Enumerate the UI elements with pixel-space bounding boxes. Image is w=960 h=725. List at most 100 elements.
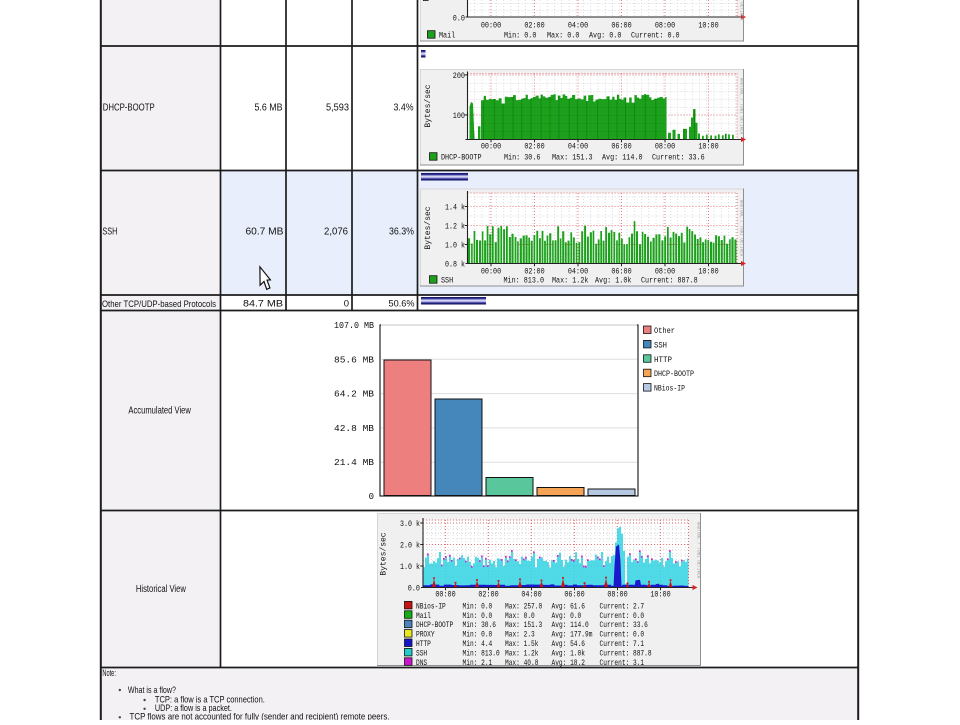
svg-text:Avg: 18.2: Avg: 18.2	[552, 660, 586, 668]
svg-text:0.0: 0.0	[408, 584, 420, 594]
svg-text:SSH: SSH	[416, 650, 427, 658]
svg-text:Min: 2.1: Min: 2.1	[463, 660, 493, 668]
svg-text:NBios-IP: NBios-IP	[654, 384, 685, 394]
svg-text:06:00: 06:00	[611, 268, 631, 277]
svg-text:NBios-IP: NBios-IP	[416, 603, 446, 611]
svg-text:04:00: 04:00	[521, 591, 541, 600]
svg-text:Current: 33.6: Current: 33.6	[652, 154, 705, 163]
svg-text:3.0 k: 3.0 k	[400, 519, 420, 529]
svg-text:107.0 MB: 107.0 MB	[334, 321, 375, 331]
svg-text:Current: 7.1: Current: 7.1	[600, 641, 645, 649]
svg-text:100: 100	[453, 111, 465, 121]
svg-text:Accumulated View: Accumulated View	[128, 406, 191, 417]
svg-text:02:00: 02:00	[524, 143, 544, 152]
svg-text:Max: 151.3: Max: 151.3	[505, 622, 542, 630]
svg-text:85.6 MB: 85.6 MB	[334, 355, 375, 365]
svg-text:0.0: 0.0	[453, 14, 465, 24]
svg-text:00:00: 00:00	[481, 268, 501, 277]
svg-text:00:00: 00:00	[481, 143, 501, 152]
svg-text:10:00: 10:00	[698, 22, 718, 31]
svg-text:Current: 887.8: Current: 887.8	[641, 277, 698, 286]
svg-text:Max: 0.0: Max: 0.0	[505, 613, 535, 621]
svg-text:00:00: 00:00	[481, 22, 501, 31]
svg-text:Bytes/sec: Bytes/sec	[424, 84, 433, 127]
svg-text:Min: 0.0: Min: 0.0	[463, 603, 493, 611]
svg-text:1.0 k: 1.0 k	[445, 241, 465, 251]
svg-text:SSH: SSH	[102, 227, 117, 238]
svg-text:50.6%: 50.6%	[389, 298, 416, 309]
svg-text:00:00: 00:00	[435, 591, 455, 600]
svg-text:RRDTOOL / TOBI OETIKER: RRDTOOL / TOBI OETIKER	[696, 522, 701, 579]
svg-text:Other TCP/UDP-based Protocols: Other TCP/UDP-based Protocols	[102, 299, 216, 310]
svg-text:200: 200	[453, 71, 465, 81]
svg-text:TCP flows are not accounted fo: TCP flows are not accounted for fully (s…	[130, 712, 390, 720]
svg-text:10:00: 10:00	[698, 143, 718, 152]
svg-text:Max: 257.0: Max: 257.0	[505, 603, 542, 611]
svg-text:08:00: 08:00	[655, 22, 675, 31]
svg-text:42.8 MB: 42.8 MB	[334, 424, 375, 434]
svg-text:SSH: SSH	[441, 277, 453, 286]
svg-text:1.2 k: 1.2 k	[445, 222, 465, 232]
svg-text:5,593: 5,593	[326, 103, 349, 114]
svg-text:HTTP: HTTP	[416, 641, 431, 649]
svg-text:08:00: 08:00	[607, 591, 627, 600]
svg-text:Avg: 1.0k: Avg: 1.0k	[595, 276, 632, 286]
svg-text:Current: 3.1: Current: 3.1	[600, 660, 645, 668]
svg-text:DHCP-BOOTP: DHCP-BOOTP	[103, 103, 155, 114]
svg-text:DNS: DNS	[416, 660, 427, 668]
svg-text:64.2 MB: 64.2 MB	[334, 390, 375, 400]
svg-text:DHCP-BOOTP: DHCP-BOOTP	[654, 369, 694, 379]
svg-text:Max: 0.0: Max: 0.0	[547, 32, 579, 41]
svg-text:08:00: 08:00	[655, 143, 675, 152]
svg-text:Bytes/sec: Bytes/sec	[423, 0, 432, 2]
svg-text:Max: 2.3: Max: 2.3	[505, 632, 535, 640]
svg-text:Avg: 114.0: Avg: 114.0	[602, 154, 643, 163]
svg-text:Min: 0.0: Min: 0.0	[504, 31, 536, 41]
svg-text:04:00: 04:00	[568, 22, 588, 31]
svg-text:Max: 151.3: Max: 151.3	[552, 154, 593, 163]
svg-text:Current: 0.0: Current: 0.0	[631, 32, 680, 41]
svg-text:1.0 k: 1.0 k	[400, 562, 420, 572]
svg-text:3.4%: 3.4%	[394, 103, 414, 114]
svg-text:RRDTOOL / TOBI OETIKER: RRDTOOL / TOBI OETIKER	[739, 78, 744, 135]
svg-text:02:00: 02:00	[524, 22, 544, 31]
svg-text:Max: 1.2k: Max: 1.2k	[552, 276, 589, 286]
svg-text:HTTP: HTTP	[654, 355, 672, 365]
svg-text:60.7 MB: 60.7 MB	[246, 227, 284, 238]
svg-text:06:00: 06:00	[611, 143, 631, 152]
svg-text:SSH: SSH	[654, 340, 667, 350]
svg-text:10:00: 10:00	[698, 268, 718, 277]
svg-text:PROXY: PROXY	[416, 632, 435, 640]
svg-text:Current: 0.0: Current: 0.0	[600, 613, 645, 621]
svg-text:Min: 30.6: Min: 30.6	[463, 622, 497, 630]
svg-text:02:00: 02:00	[478, 591, 498, 600]
svg-text:Mail: Mail	[439, 31, 455, 41]
svg-text:36.3%: 36.3%	[389, 227, 414, 238]
svg-text:Note:: Note:	[102, 668, 116, 678]
svg-text:Current: 33.6: Current: 33.6	[600, 622, 649, 630]
svg-text:Max: 1.5k: Max: 1.5k	[505, 641, 539, 649]
svg-text:Min: 30.6: Min: 30.6	[504, 153, 541, 163]
svg-text:0.8 k: 0.8 k	[445, 260, 465, 270]
svg-text:02:00: 02:00	[524, 268, 544, 277]
svg-text:Current: 0.0: Current: 0.0	[600, 632, 645, 640]
svg-text:Current: 887.8: Current: 887.8	[600, 650, 652, 658]
svg-text:TCP: a flow is a TCP connectio: TCP: a flow is a TCP connection.	[155, 695, 265, 705]
svg-text:04:00: 04:00	[568, 268, 588, 277]
svg-text:Max: 1.2k: Max: 1.2k	[505, 650, 539, 658]
svg-text:08:00: 08:00	[655, 268, 675, 277]
svg-text:Mail: Mail	[416, 613, 431, 621]
svg-text:What is a flow?: What is a flow?	[128, 685, 176, 695]
svg-text:0: 0	[369, 492, 374, 502]
svg-text:UDP: a flow is a packet.: UDP: a flow is a packet.	[155, 703, 232, 713]
svg-text:Avg: 0.0: Avg: 0.0	[552, 613, 582, 621]
svg-text:Avg: 114.0: Avg: 114.0	[552, 622, 589, 630]
svg-text:Avg: 177.9m: Avg: 177.9m	[552, 632, 593, 640]
svg-text:Min: 0.0: Min: 0.0	[463, 613, 493, 621]
svg-text:DHCP-BOOTP: DHCP-BOOTP	[441, 154, 482, 163]
svg-text:06:00: 06:00	[611, 22, 631, 31]
svg-text:2.0 k: 2.0 k	[400, 541, 420, 551]
svg-text:Avg: 61.6: Avg: 61.6	[552, 603, 586, 611]
svg-text:Min: 813.0: Min: 813.0	[463, 650, 500, 658]
svg-text:Min: 813.0: Min: 813.0	[504, 276, 545, 286]
